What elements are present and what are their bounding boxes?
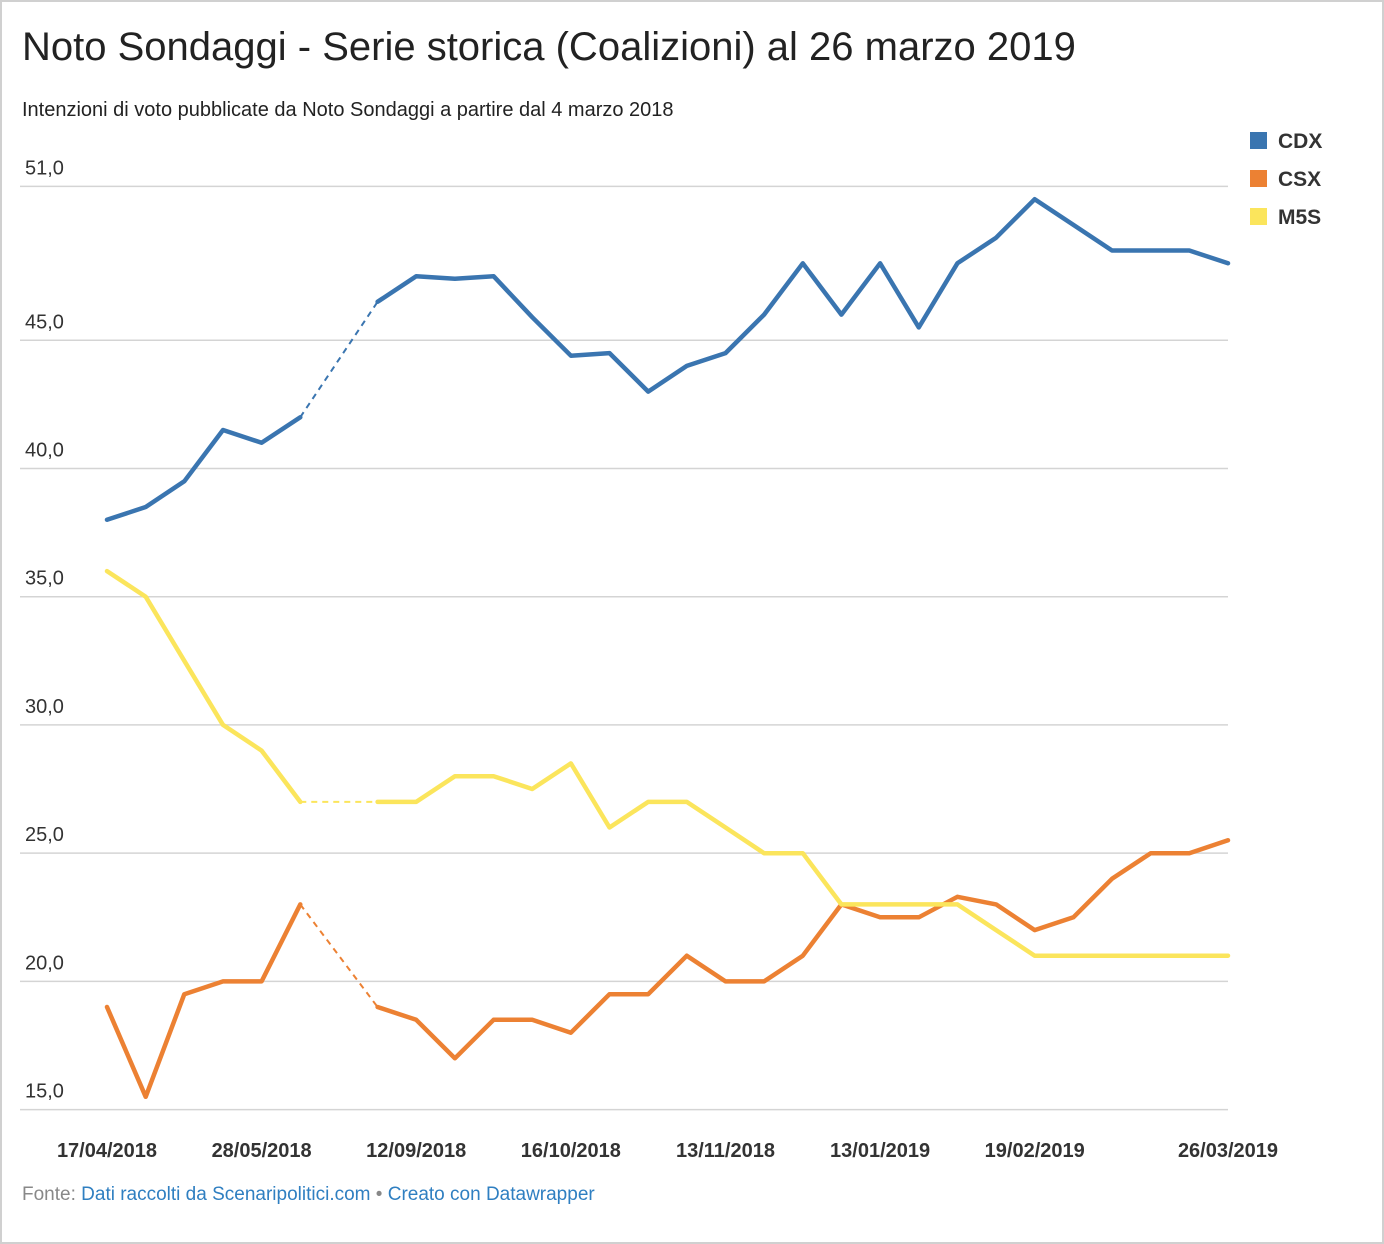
legend-swatch: [1250, 208, 1267, 225]
x-tick-label: 19/02/2019: [985, 1140, 1085, 1162]
series-line: [375, 838, 1231, 1061]
legend-label: CSX: [1278, 168, 1321, 191]
legend-label: CDX: [1278, 130, 1322, 153]
series-line: [104, 568, 303, 805]
credit-link[interactable]: Creato con Datawrapper: [388, 1184, 596, 1205]
y-tick-label: 20,0: [25, 952, 64, 974]
y-tick-label: 15,0: [25, 1081, 64, 1103]
legend-swatch: [1250, 132, 1267, 149]
series-line: [104, 902, 303, 1100]
x-tick-label: 12/09/2018: [366, 1140, 466, 1162]
y-tick-label: 30,0: [25, 696, 64, 718]
labels: 15,0 20,0 25,0 30,0 35,0 40,0 45,0 51,0 17/04/20…: [25, 130, 1322, 1162]
source-separator: •: [376, 1184, 383, 1205]
source-link[interactable]: Dati raccolti da Scenaripolitici.com: [81, 1184, 370, 1205]
gap-connector: [299, 301, 379, 418]
series-line: [375, 761, 1231, 958]
y-tick-label: 25,0: [25, 824, 64, 846]
source-prefix: Fonte:: [22, 1184, 76, 1205]
chart-title: Noto Sondaggi - Serie storica (Coalizion…: [22, 25, 1076, 69]
series-line: [104, 414, 303, 523]
x-tick-label: 28/05/2018: [212, 1140, 312, 1162]
x-tick-label: 17/04/2018: [57, 1140, 157, 1162]
lines: [104, 196, 1231, 1100]
x-tick-label: 26/03/2019: [1178, 1140, 1278, 1162]
y-tick-label: 35,0: [25, 568, 64, 590]
x-tick-label: 16/10/2018: [521, 1140, 621, 1162]
legend-swatch: [1250, 170, 1267, 187]
series-line: [375, 196, 1231, 394]
y-tick-label: 45,0: [25, 311, 64, 333]
y-tick-label: 40,0: [25, 439, 64, 461]
source: Fonte: Dati raccolti da Scenaripolitici.…: [22, 1184, 595, 1205]
x-tick-label: 13/11/2018: [676, 1140, 775, 1162]
legend-label: M5S: [1278, 206, 1321, 229]
y-tick-label: 51,0: [25, 157, 64, 179]
x-tick-label: 13/01/2019: [830, 1140, 930, 1162]
chart-subtitle: Intenzioni di voto pubblicate da Noto So…: [22, 99, 674, 121]
